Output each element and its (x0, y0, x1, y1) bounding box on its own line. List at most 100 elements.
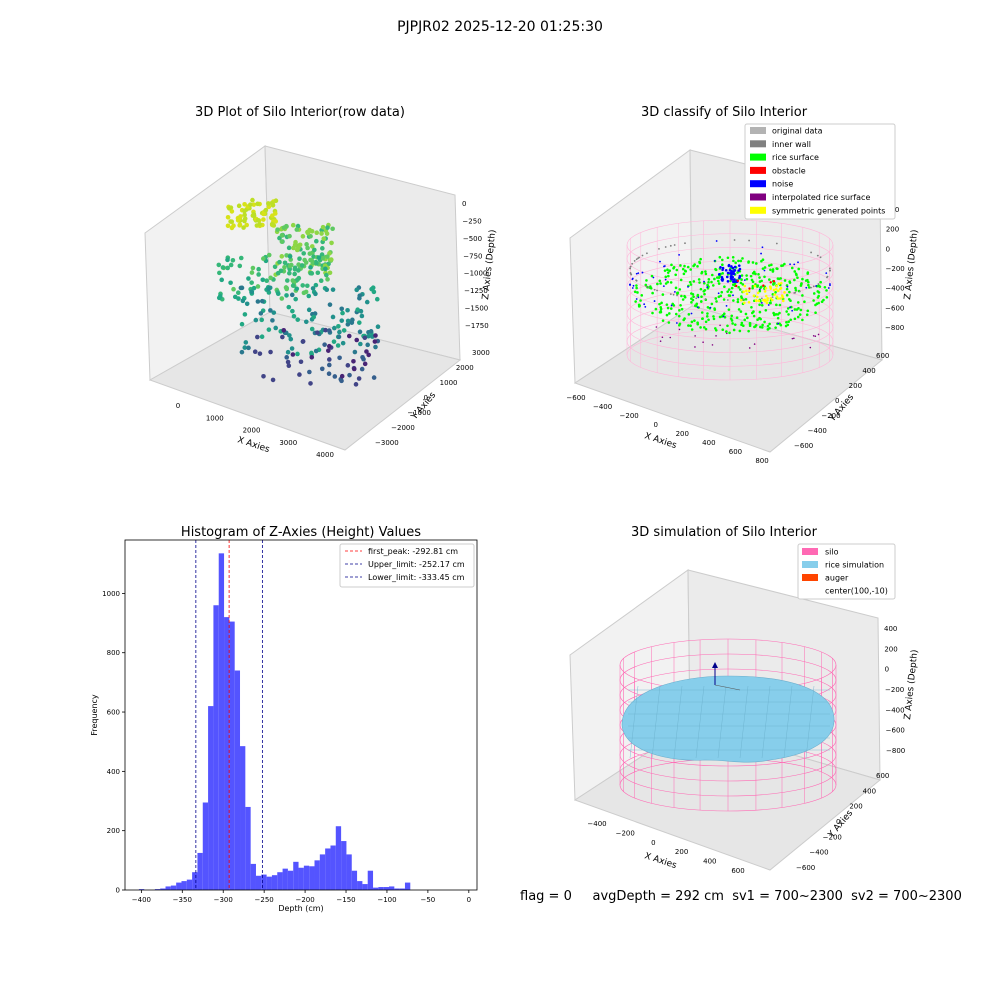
classify-point (698, 261, 702, 265)
classify-point (812, 292, 816, 295)
raw-point (318, 278, 324, 283)
classify-point (734, 261, 737, 265)
classify-point (786, 285, 789, 288)
classify-point (681, 267, 685, 271)
classify-point (816, 254, 819, 257)
classify-point (674, 312, 678, 316)
classify-point (754, 272, 757, 276)
classify-point (645, 279, 648, 282)
classify-point (659, 282, 662, 285)
raw-point (305, 245, 310, 251)
classify-point (709, 306, 712, 309)
raw-point (295, 223, 301, 229)
histogram-bars (138, 553, 411, 890)
histogram-bar (138, 889, 145, 890)
classify-ytick-label: 600 (876, 352, 889, 360)
raw-ytick-label: 3000 (472, 349, 490, 357)
raw-point (326, 371, 332, 376)
raw-point (285, 278, 290, 283)
classify-point (781, 299, 785, 303)
classify-points (629, 239, 831, 349)
classify-point (669, 336, 672, 339)
classify-point (775, 242, 778, 245)
histogram-bar (303, 865, 310, 890)
raw-point (282, 264, 287, 270)
classify-point (787, 313, 790, 316)
raw-point (236, 203, 242, 209)
raw-point (296, 245, 301, 251)
classify-point (756, 318, 759, 321)
classify-point (690, 297, 693, 300)
raw-point (357, 293, 363, 298)
classify-point (774, 290, 777, 294)
raw-point (273, 198, 279, 204)
raw-point (327, 302, 333, 307)
simulation-zlabel: Z Axies (Depth) (903, 649, 920, 720)
classify-point (726, 271, 730, 275)
classify-xtick-label: 400 (702, 439, 715, 447)
classify-point (775, 303, 778, 307)
raw-point (268, 275, 273, 281)
raw-ztick-label: −1500 (465, 305, 489, 313)
raw-point (279, 232, 285, 238)
classify-point (740, 296, 744, 300)
histogram-bar (357, 881, 363, 890)
histogram-bar (213, 605, 219, 890)
classify-point (665, 313, 669, 317)
raw-point (339, 306, 345, 312)
histogram-bar (181, 881, 187, 890)
classify-legend-swatch (750, 153, 766, 161)
histogram-ytick-label: 400 (107, 768, 120, 776)
classify-point (766, 324, 770, 328)
classify-point (676, 294, 678, 297)
classify-point (664, 275, 668, 279)
classify-xtick-label: 200 (676, 430, 689, 438)
raw-point (289, 292, 295, 298)
classify-point (715, 335, 717, 337)
raw-point (345, 307, 350, 313)
raw-point (287, 263, 293, 269)
raw-point (284, 253, 289, 258)
classify-point (695, 297, 698, 300)
raw-point (326, 328, 332, 333)
classify-point (794, 272, 798, 276)
classify-point (724, 268, 728, 272)
classify-point (817, 283, 820, 285)
classify-point (752, 294, 756, 297)
classify-point (687, 285, 689, 288)
histogram-bar (335, 826, 342, 890)
classify-point (719, 294, 723, 298)
simulation-plot-title: 3D simulation of Silo Interior (631, 525, 818, 540)
raw-point (286, 304, 292, 310)
classify-point (727, 264, 731, 268)
classify-xtick-label: 0 (653, 421, 657, 429)
classify-point (750, 305, 753, 309)
classify-point (664, 246, 667, 248)
raw-point (325, 277, 330, 282)
classify-point (774, 326, 777, 329)
classify-point (755, 295, 759, 299)
classify-point (658, 302, 661, 306)
raw-point (329, 240, 334, 246)
classify-point (670, 304, 673, 307)
classify-point (806, 309, 810, 313)
classify-point (737, 285, 740, 289)
classify-point (666, 268, 669, 272)
raw-point (294, 227, 300, 232)
histogram-bar (404, 882, 411, 890)
classify-point (759, 317, 762, 321)
classify-point (664, 278, 667, 281)
classify-point (710, 302, 714, 306)
classify-point (725, 330, 728, 333)
classify-point (635, 279, 638, 282)
simulation-rice-surface (621, 675, 835, 763)
raw-point (305, 283, 310, 289)
classify-legend: original data inner wall rice surface obsta… (744, 123, 896, 220)
classify-point (669, 281, 673, 284)
raw-point (308, 381, 313, 386)
classify-point (777, 282, 781, 286)
raw-point (315, 330, 320, 335)
classify-point (717, 273, 721, 276)
raw-point (246, 276, 251, 281)
raw-point (336, 334, 342, 340)
